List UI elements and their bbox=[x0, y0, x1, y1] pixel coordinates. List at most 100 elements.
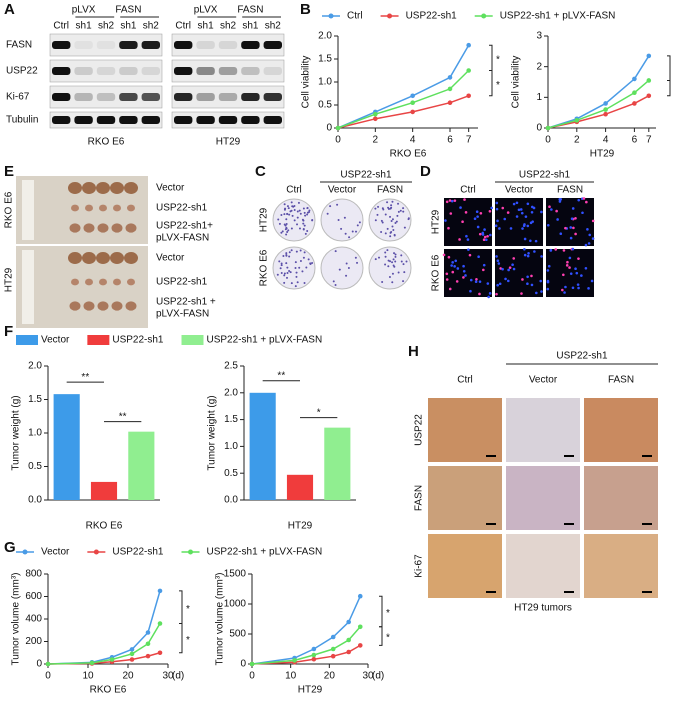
colony bbox=[286, 272, 289, 275]
data-point bbox=[373, 116, 378, 122]
nucleus bbox=[511, 263, 514, 266]
data-point bbox=[574, 118, 580, 123]
data-point bbox=[357, 643, 363, 648]
blot-band bbox=[218, 93, 238, 101]
label: RKO E6 bbox=[431, 254, 442, 291]
significance: * bbox=[386, 608, 390, 619]
nucleus bbox=[486, 282, 490, 285]
nucleus bbox=[453, 199, 457, 202]
nucleus bbox=[482, 263, 486, 267]
colony bbox=[344, 232, 347, 235]
nucleus bbox=[540, 290, 543, 293]
label: Ki-67 bbox=[6, 92, 30, 103]
data-point bbox=[410, 100, 415, 105]
tumor bbox=[97, 223, 109, 233]
legend-swatch bbox=[481, 13, 487, 19]
nucleus bbox=[523, 237, 527, 241]
well bbox=[272, 246, 316, 290]
colony bbox=[285, 222, 288, 225]
colony bbox=[299, 249, 302, 252]
nucleus bbox=[527, 251, 530, 255]
colony bbox=[298, 209, 301, 212]
label: sh2 bbox=[220, 21, 237, 32]
label: sh1 bbox=[76, 21, 93, 32]
blot-band bbox=[174, 93, 193, 101]
colony bbox=[304, 232, 307, 235]
nucleus bbox=[521, 278, 524, 281]
data-point bbox=[249, 661, 255, 667]
blot-band bbox=[174, 67, 193, 75]
legend-swatch bbox=[387, 13, 393, 19]
panel-label: D bbox=[420, 163, 431, 180]
nucleus bbox=[456, 267, 460, 270]
colony bbox=[289, 271, 292, 274]
data-point bbox=[410, 109, 415, 115]
x-unit: (d) bbox=[172, 671, 184, 682]
blot-band bbox=[96, 93, 116, 101]
nucleus bbox=[576, 283, 580, 286]
nucleus bbox=[489, 233, 492, 237]
blot-band bbox=[263, 41, 282, 49]
data-point bbox=[545, 125, 551, 131]
tumor bbox=[113, 204, 121, 212]
tumor bbox=[124, 182, 138, 194]
nucleus bbox=[526, 282, 529, 285]
label: sh2 bbox=[98, 21, 115, 32]
x-axis-label: HT29 bbox=[590, 149, 615, 160]
label: HT29 bbox=[431, 209, 442, 234]
data-point bbox=[346, 649, 351, 655]
label: Vector bbox=[156, 253, 185, 264]
nucleus bbox=[463, 198, 466, 201]
tumor bbox=[125, 223, 137, 233]
colony bbox=[384, 232, 387, 235]
nucleus bbox=[568, 266, 571, 269]
data-point bbox=[145, 630, 151, 635]
colony bbox=[387, 206, 390, 209]
y-tick-label: 200 bbox=[25, 636, 42, 647]
colony bbox=[389, 231, 392, 234]
x-tick-label: 4 bbox=[410, 135, 416, 146]
y-tick-label: 2 bbox=[536, 61, 542, 72]
label: sh1 bbox=[242, 21, 259, 32]
colony bbox=[284, 224, 287, 227]
nucleus bbox=[559, 232, 563, 236]
colony bbox=[308, 209, 311, 212]
colony bbox=[285, 253, 288, 256]
data-point bbox=[311, 646, 317, 652]
blot-band bbox=[141, 41, 160, 49]
label: USP22-sh1 bbox=[556, 351, 608, 362]
nucleus bbox=[582, 197, 586, 200]
colony bbox=[296, 281, 299, 284]
data-point bbox=[311, 652, 317, 658]
nucleus bbox=[479, 211, 483, 215]
colony bbox=[301, 270, 304, 273]
x-axis-label: HT29 bbox=[288, 521, 313, 532]
colony bbox=[384, 251, 387, 254]
data-point bbox=[129, 651, 135, 657]
legend-label: USP22-sh1 bbox=[112, 547, 164, 558]
colony bbox=[334, 250, 337, 253]
blot-band bbox=[74, 67, 93, 75]
nucleus bbox=[561, 288, 564, 292]
colony bbox=[382, 208, 385, 211]
colony bbox=[397, 210, 400, 213]
nucleus bbox=[569, 272, 573, 275]
bracket bbox=[667, 55, 671, 81]
tumor bbox=[85, 204, 93, 212]
fluorescence bbox=[495, 249, 543, 297]
label: HT29 bbox=[216, 137, 241, 148]
colony bbox=[280, 231, 283, 234]
y-tick-label: 600 bbox=[25, 591, 42, 602]
blot-band bbox=[119, 116, 138, 124]
data-point bbox=[646, 53, 652, 59]
nucleus bbox=[482, 268, 485, 272]
colony bbox=[304, 214, 307, 217]
nucleus bbox=[481, 233, 485, 236]
tumor bbox=[127, 278, 135, 286]
nucleus bbox=[469, 289, 472, 293]
nucleus bbox=[477, 255, 480, 258]
nucleus bbox=[496, 259, 500, 263]
label: sh1 bbox=[198, 21, 215, 32]
nucleus bbox=[587, 287, 590, 290]
colony bbox=[286, 205, 289, 208]
